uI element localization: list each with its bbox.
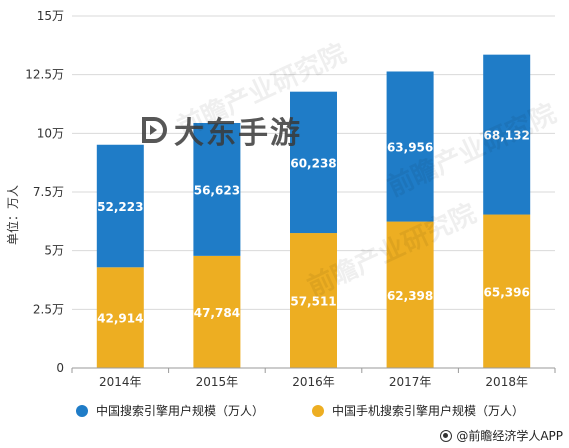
bar-value-label: 47,784 [194, 306, 240, 320]
legend-swatch-orange [312, 404, 325, 417]
watermark-logo: 大东手游 [140, 108, 302, 152]
legend-item-total: 中国搜索引擎用户规模（万人） [76, 402, 264, 419]
x-tick-label: 2016年 [292, 375, 335, 389]
source-text: @前瞻经济学人APP [456, 429, 563, 443]
bar-segment-mobile [386, 221, 434, 368]
source-credit: @前瞻经济学人APP [440, 427, 563, 444]
bar-segment-mobile [193, 255, 241, 368]
bar-segment-total [96, 144, 144, 268]
bar-segment-total [483, 54, 531, 215]
legend-label-mobile: 中国手机搜索引擎用户规模（万人） [332, 404, 525, 418]
watermark-text: 大东手游 [174, 116, 302, 151]
y-tick-label: 0 [56, 361, 64, 375]
y-tick-label: 2.5万 [33, 302, 64, 316]
bar-segment-mobile [483, 214, 531, 368]
bar-segment-total [290, 91, 337, 234]
y-tick-label: 15万 [37, 9, 64, 23]
x-tick-label: 2017年 [389, 375, 432, 389]
y-tick-label: 10万 [37, 126, 64, 140]
source-logo-icon [440, 429, 453, 442]
bar-value-labels: 42,914 52,223 47,784 56,623 57,511 60,238 62,3… [97, 129, 530, 326]
y-tick-label: 5万 [44, 244, 64, 258]
watermark-d-icon [140, 116, 168, 144]
y-tick-label: 12.5万 [25, 68, 64, 82]
y-tick-label: 7.5万 [33, 185, 64, 199]
bar-segment-total [386, 71, 434, 222]
bar-value-label: 42,914 [97, 312, 143, 326]
bar-value-label: 63,956 [387, 141, 433, 155]
bar-value-label: 65,396 [484, 285, 530, 299]
x-tick-label: 2014年 [99, 375, 142, 389]
bar-value-label: 60,238 [290, 156, 336, 170]
bar-segment-mobile [96, 267, 144, 368]
axes: 0 2.5万 5万 7.5万 10万 12.5万 15万 2014年 2015年 2016年 201… [25, 9, 556, 389]
legend-label-total: 中国搜索引擎用户规模（万人） [96, 404, 265, 418]
bar-segment-total [193, 122, 241, 256]
x-tick-label: 2018年 [485, 375, 528, 389]
bar-value-label: 52,223 [97, 200, 143, 214]
bar-value-label: 62,398 [387, 289, 433, 303]
bar-value-label: 68,132 [484, 129, 530, 143]
legend: 中国搜索引擎用户规模（万人） 中国手机搜索引擎用户规模（万人） [76, 402, 524, 419]
legend-item-mobile: 中国手机搜索引擎用户规模（万人） [312, 402, 524, 419]
bar-value-label: 57,511 [290, 295, 336, 309]
legend-swatch-blue [76, 404, 88, 417]
bar-value-label: 56,623 [194, 183, 240, 197]
bars [96, 54, 531, 368]
bar-segment-mobile [290, 233, 337, 368]
y-axis-label: 单位：万人 [5, 185, 20, 245]
x-tick-label: 2015年 [196, 375, 239, 389]
